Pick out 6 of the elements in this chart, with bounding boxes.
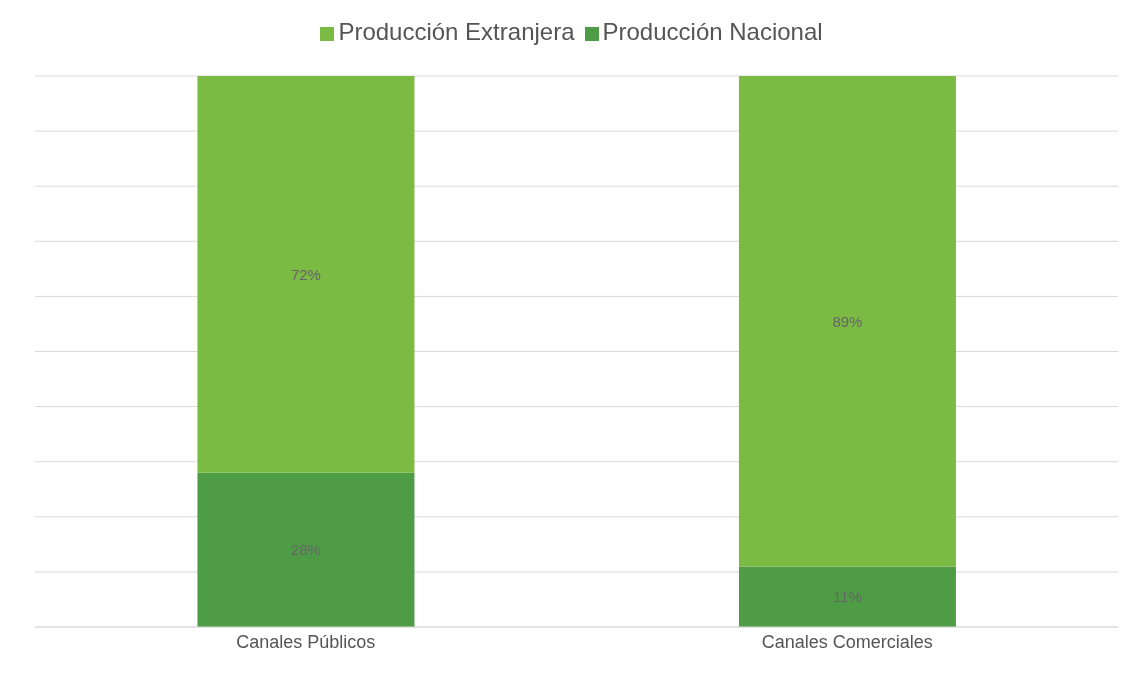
- data-label: 72%: [290, 265, 321, 283]
- legend-label: Producción Nacional: [602, 18, 823, 45]
- x-tick-label: Canales Comerciales: [761, 631, 933, 652]
- data-label: 89%: [832, 312, 863, 330]
- legend-label: Producción Extranjera: [338, 18, 575, 45]
- x-tick-label: Canales Públicos: [236, 631, 376, 652]
